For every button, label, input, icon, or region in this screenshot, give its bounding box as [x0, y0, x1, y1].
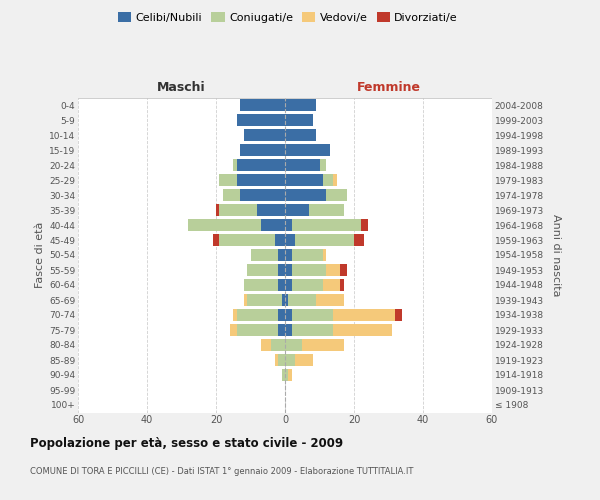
Bar	[188, 219, 261, 231]
Bar	[285, 159, 320, 171]
Bar	[247, 294, 281, 306]
Bar	[334, 324, 392, 336]
Bar	[285, 99, 316, 111]
Bar	[295, 234, 354, 246]
Bar	[281, 294, 285, 306]
Bar	[320, 159, 326, 171]
Bar	[285, 354, 295, 366]
Bar	[285, 174, 323, 186]
Bar	[295, 354, 313, 366]
Y-axis label: Fasce di età: Fasce di età	[35, 222, 45, 288]
Bar	[223, 189, 240, 201]
Bar	[285, 144, 330, 156]
Bar	[212, 234, 220, 246]
Bar	[237, 114, 285, 126]
Bar	[261, 219, 285, 231]
Text: Femmine: Femmine	[356, 82, 421, 94]
Bar	[278, 264, 285, 276]
Bar	[285, 249, 292, 261]
Bar	[261, 339, 271, 351]
Bar	[237, 159, 285, 171]
Bar	[278, 354, 285, 366]
Bar	[334, 174, 337, 186]
Bar	[285, 309, 292, 321]
Bar	[244, 294, 247, 306]
Bar	[220, 174, 237, 186]
Bar	[323, 249, 326, 261]
Text: COMUNE DI TORA E PICCILLI (CE) - Dati ISTAT 1° gennaio 2009 - Elaborazione TUTTI: COMUNE DI TORA E PICCILLI (CE) - Dati IS…	[30, 468, 413, 476]
Bar	[292, 279, 323, 291]
Bar	[340, 279, 344, 291]
Bar	[237, 324, 278, 336]
Bar	[326, 264, 340, 276]
Bar	[326, 189, 347, 201]
Bar	[285, 264, 292, 276]
Bar	[361, 219, 368, 231]
Y-axis label: Anni di nascita: Anni di nascita	[551, 214, 560, 296]
Bar	[240, 144, 285, 156]
Bar	[278, 324, 285, 336]
Bar	[216, 204, 220, 216]
Bar	[230, 324, 237, 336]
Bar	[340, 264, 347, 276]
Bar	[285, 279, 292, 291]
Bar	[285, 294, 289, 306]
Bar	[278, 309, 285, 321]
Bar	[285, 234, 295, 246]
Bar	[285, 219, 292, 231]
Bar	[285, 369, 289, 381]
Bar	[251, 249, 278, 261]
Bar	[285, 129, 316, 141]
Bar	[275, 354, 278, 366]
Bar	[289, 294, 316, 306]
Bar	[240, 99, 285, 111]
Bar	[244, 129, 285, 141]
Bar	[395, 309, 402, 321]
Bar	[247, 264, 278, 276]
Bar	[292, 309, 334, 321]
Bar	[233, 159, 237, 171]
Bar	[281, 369, 285, 381]
Bar	[237, 174, 285, 186]
Bar	[285, 189, 326, 201]
Bar	[220, 234, 275, 246]
Bar	[233, 309, 237, 321]
Bar	[237, 309, 278, 321]
Bar	[271, 339, 285, 351]
Bar	[220, 204, 257, 216]
Bar	[289, 369, 292, 381]
Bar	[292, 249, 323, 261]
Bar	[292, 219, 361, 231]
Bar	[292, 264, 326, 276]
Bar	[354, 234, 364, 246]
Bar	[278, 279, 285, 291]
Bar	[240, 189, 285, 201]
Bar	[292, 324, 334, 336]
Bar	[309, 204, 344, 216]
Bar	[257, 204, 285, 216]
Bar	[316, 294, 344, 306]
Text: Popolazione per età, sesso e stato civile - 2009: Popolazione per età, sesso e stato civil…	[30, 438, 343, 450]
Bar	[302, 339, 344, 351]
Bar	[244, 279, 278, 291]
Bar	[275, 234, 285, 246]
Legend: Celibi/Nubili, Coniugati/e, Vedovi/e, Divorziati/e: Celibi/Nubili, Coniugati/e, Vedovi/e, Di…	[113, 8, 463, 28]
Bar	[285, 324, 292, 336]
Bar	[285, 114, 313, 126]
Bar	[285, 339, 302, 351]
Text: Maschi: Maschi	[157, 82, 206, 94]
Bar	[278, 249, 285, 261]
Bar	[323, 279, 340, 291]
Bar	[323, 174, 334, 186]
Bar	[285, 204, 309, 216]
Bar	[334, 309, 395, 321]
